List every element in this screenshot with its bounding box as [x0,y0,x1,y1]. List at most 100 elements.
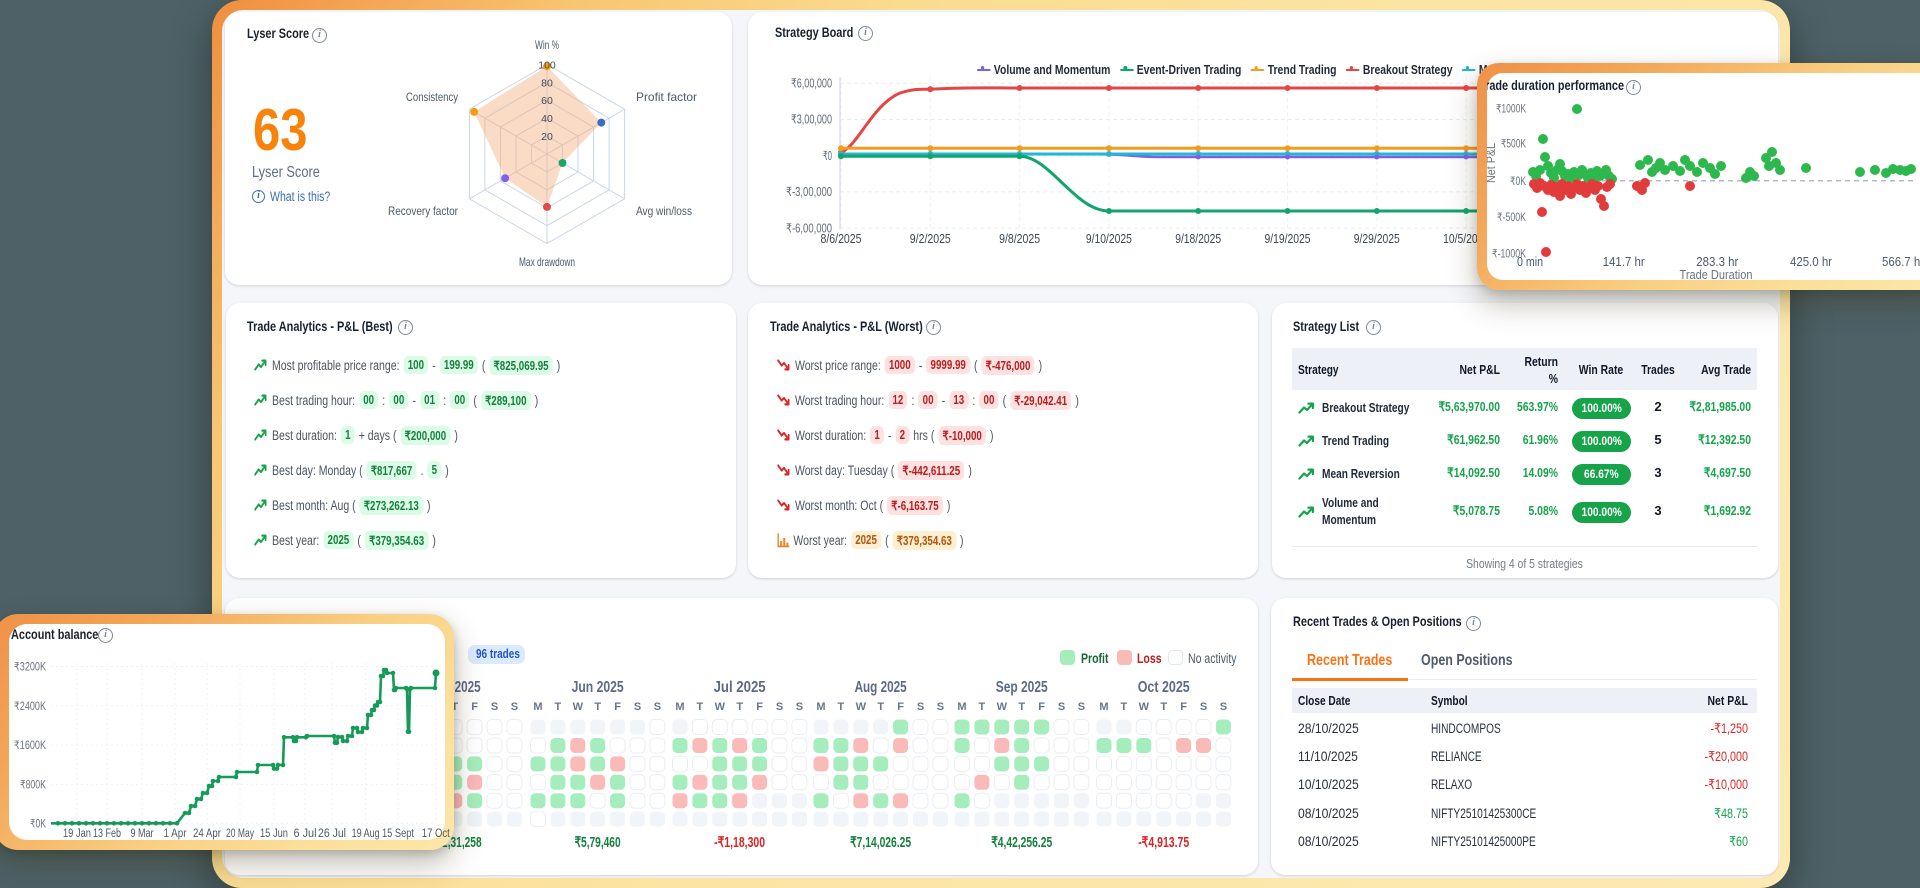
svg-text:T: T [451,701,458,713]
svg-text:T: T [877,701,884,713]
svg-text:T: T [555,701,562,713]
svg-text:S: S [776,701,783,713]
svg-text:₹-6,00,000: ₹-6,00,000 [786,221,832,235]
svg-text:₹0K: ₹0K [1510,176,1526,188]
svg-text:M: M [1099,701,1108,713]
svg-text:T: T [838,701,845,713]
svg-text:₹2400K: ₹2400K [14,701,46,713]
svg-text:Jun 2025: Jun 2025 [572,679,624,696]
svg-text:Jul 2025: Jul 2025 [714,679,766,696]
svg-text:20: 20 [541,131,553,143]
svg-text:-₹1,18,300: -₹1,18,300 [714,835,765,851]
svg-text:Aug 2025: Aug 2025 [855,679,907,696]
svg-text:₹800K: ₹800K [20,779,46,791]
svg-text:S: S [511,701,518,713]
svg-text:19 Jan: 19 Jan [63,828,91,840]
svg-text:T: T [1160,701,1167,713]
svg-text:Avg win/loss: Avg win/loss [636,204,692,218]
svg-text:W: W [997,701,1008,713]
svg-text:80: 80 [541,77,553,89]
svg-text:24 Apr: 24 Apr [193,828,221,840]
svg-text:100: 100 [538,59,556,71]
svg-text:15 Jun: 15 Jun [260,828,288,840]
svg-text:Recovery factor: Recovery factor [388,204,458,218]
svg-text:T: T [1018,701,1025,713]
svg-text:₹1000K: ₹1000K [1496,104,1526,116]
svg-text:₹-1000K: ₹-1000K [1492,248,1526,260]
svg-text:T: T [697,701,704,713]
svg-text:W: W [1139,701,1150,713]
svg-text:F: F [897,701,904,713]
svg-text:W: W [573,701,584,713]
svg-text:Sep 2025: Sep 2025 [996,679,1048,696]
svg-text:F: F [614,701,621,713]
svg-text:M: M [675,701,684,713]
svg-text:S: S [917,701,924,713]
svg-text:26 Jul: 26 Jul [318,828,346,840]
svg-text:M: M [816,701,825,713]
svg-text:9/29/2025: 9/29/2025 [1354,231,1400,246]
svg-text:W: W [856,701,867,713]
svg-text:9/2/2025: 9/2/2025 [910,231,951,246]
svg-text:Max drawdown: Max drawdown [519,255,575,269]
svg-text:S: S [1058,701,1065,713]
svg-text:S: S [1200,701,1207,713]
svg-text:F: F [1038,701,1045,713]
svg-text:283.3 hr: 283.3 hr [1696,255,1738,269]
svg-text:Consistency: Consistency [406,90,458,104]
svg-text:6 Jul: 6 Jul [294,828,317,840]
svg-text:₹0K: ₹0K [30,818,46,830]
svg-text:S: S [634,701,641,713]
svg-text:9/19/2025: 9/19/2025 [1265,231,1311,246]
svg-text:₹500K: ₹500K [1501,139,1526,151]
svg-text:40: 40 [541,113,553,125]
svg-text:-₹4,913.75: -₹4,913.75 [1138,835,1189,851]
svg-text:1 Apr: 1 Apr [164,828,187,840]
svg-text:Oct 2025: Oct 2025 [1138,679,1190,696]
svg-text:M: M [533,701,542,713]
svg-text:S: S [654,701,661,713]
svg-text:T: T [594,701,601,713]
svg-text:Trade Duration: Trade Duration [1680,268,1753,280]
svg-text:₹1600K: ₹1600K [14,740,46,752]
svg-text:8/6/2025: 8/6/2025 [821,231,862,246]
svg-text:₹7,14,026.25: ₹7,14,026.25 [850,835,911,851]
svg-text:W: W [715,701,726,713]
svg-text:₹6,00,000: ₹6,00,000 [791,77,832,91]
svg-text:19 Aug: 19 Aug [352,828,380,840]
svg-text:₹5,79,460: ₹5,79,460 [575,835,621,851]
svg-text:F: F [1180,701,1187,713]
svg-text:F: F [756,701,763,713]
svg-text:9/18/2025: 9/18/2025 [1175,231,1221,246]
svg-text:T: T [1121,701,1128,713]
svg-text:Net P&L: Net P&L [1487,142,1498,183]
svg-text:S: S [1078,701,1085,713]
svg-text:60: 60 [541,95,553,107]
svg-text:566.7 hr: 566.7 hr [1882,255,1920,269]
svg-text:20 May: 20 May [226,828,254,840]
svg-text:Win %: Win % [535,38,559,52]
svg-text:₹4,42,256.25: ₹4,42,256.25 [991,835,1052,851]
svg-text:S: S [491,701,498,713]
svg-text:₹-500K: ₹-500K [1497,212,1526,224]
svg-text:₹-3,00,000: ₹-3,00,000 [786,185,832,199]
svg-text:S: S [1220,701,1227,713]
svg-text:9 Mar: 9 Mar [131,828,154,840]
svg-text:15 Sept: 15 Sept [382,828,415,840]
svg-text:T: T [979,701,986,713]
svg-text:17 Oct: 17 Oct [422,828,450,840]
svg-text:S: S [937,701,944,713]
svg-text:₹0: ₹0 [823,149,832,163]
svg-text:F: F [471,701,478,713]
svg-text:T: T [736,701,743,713]
svg-text:Profit factor: Profit factor [636,90,697,104]
svg-text:141.7 hr: 141.7 hr [1603,255,1645,269]
svg-text:S: S [796,701,803,713]
svg-text:9/10/2025: 9/10/2025 [1086,231,1132,246]
svg-text:₹3,00,000: ₹3,00,000 [791,113,832,127]
svg-text:M: M [957,701,966,713]
svg-text:0 min: 0 min [1517,255,1543,269]
svg-text:425.0 hr: 425.0 hr [1790,255,1832,269]
svg-text:9/8/2025: 9/8/2025 [999,231,1040,246]
svg-text:₹3200K: ₹3200K [14,662,46,674]
